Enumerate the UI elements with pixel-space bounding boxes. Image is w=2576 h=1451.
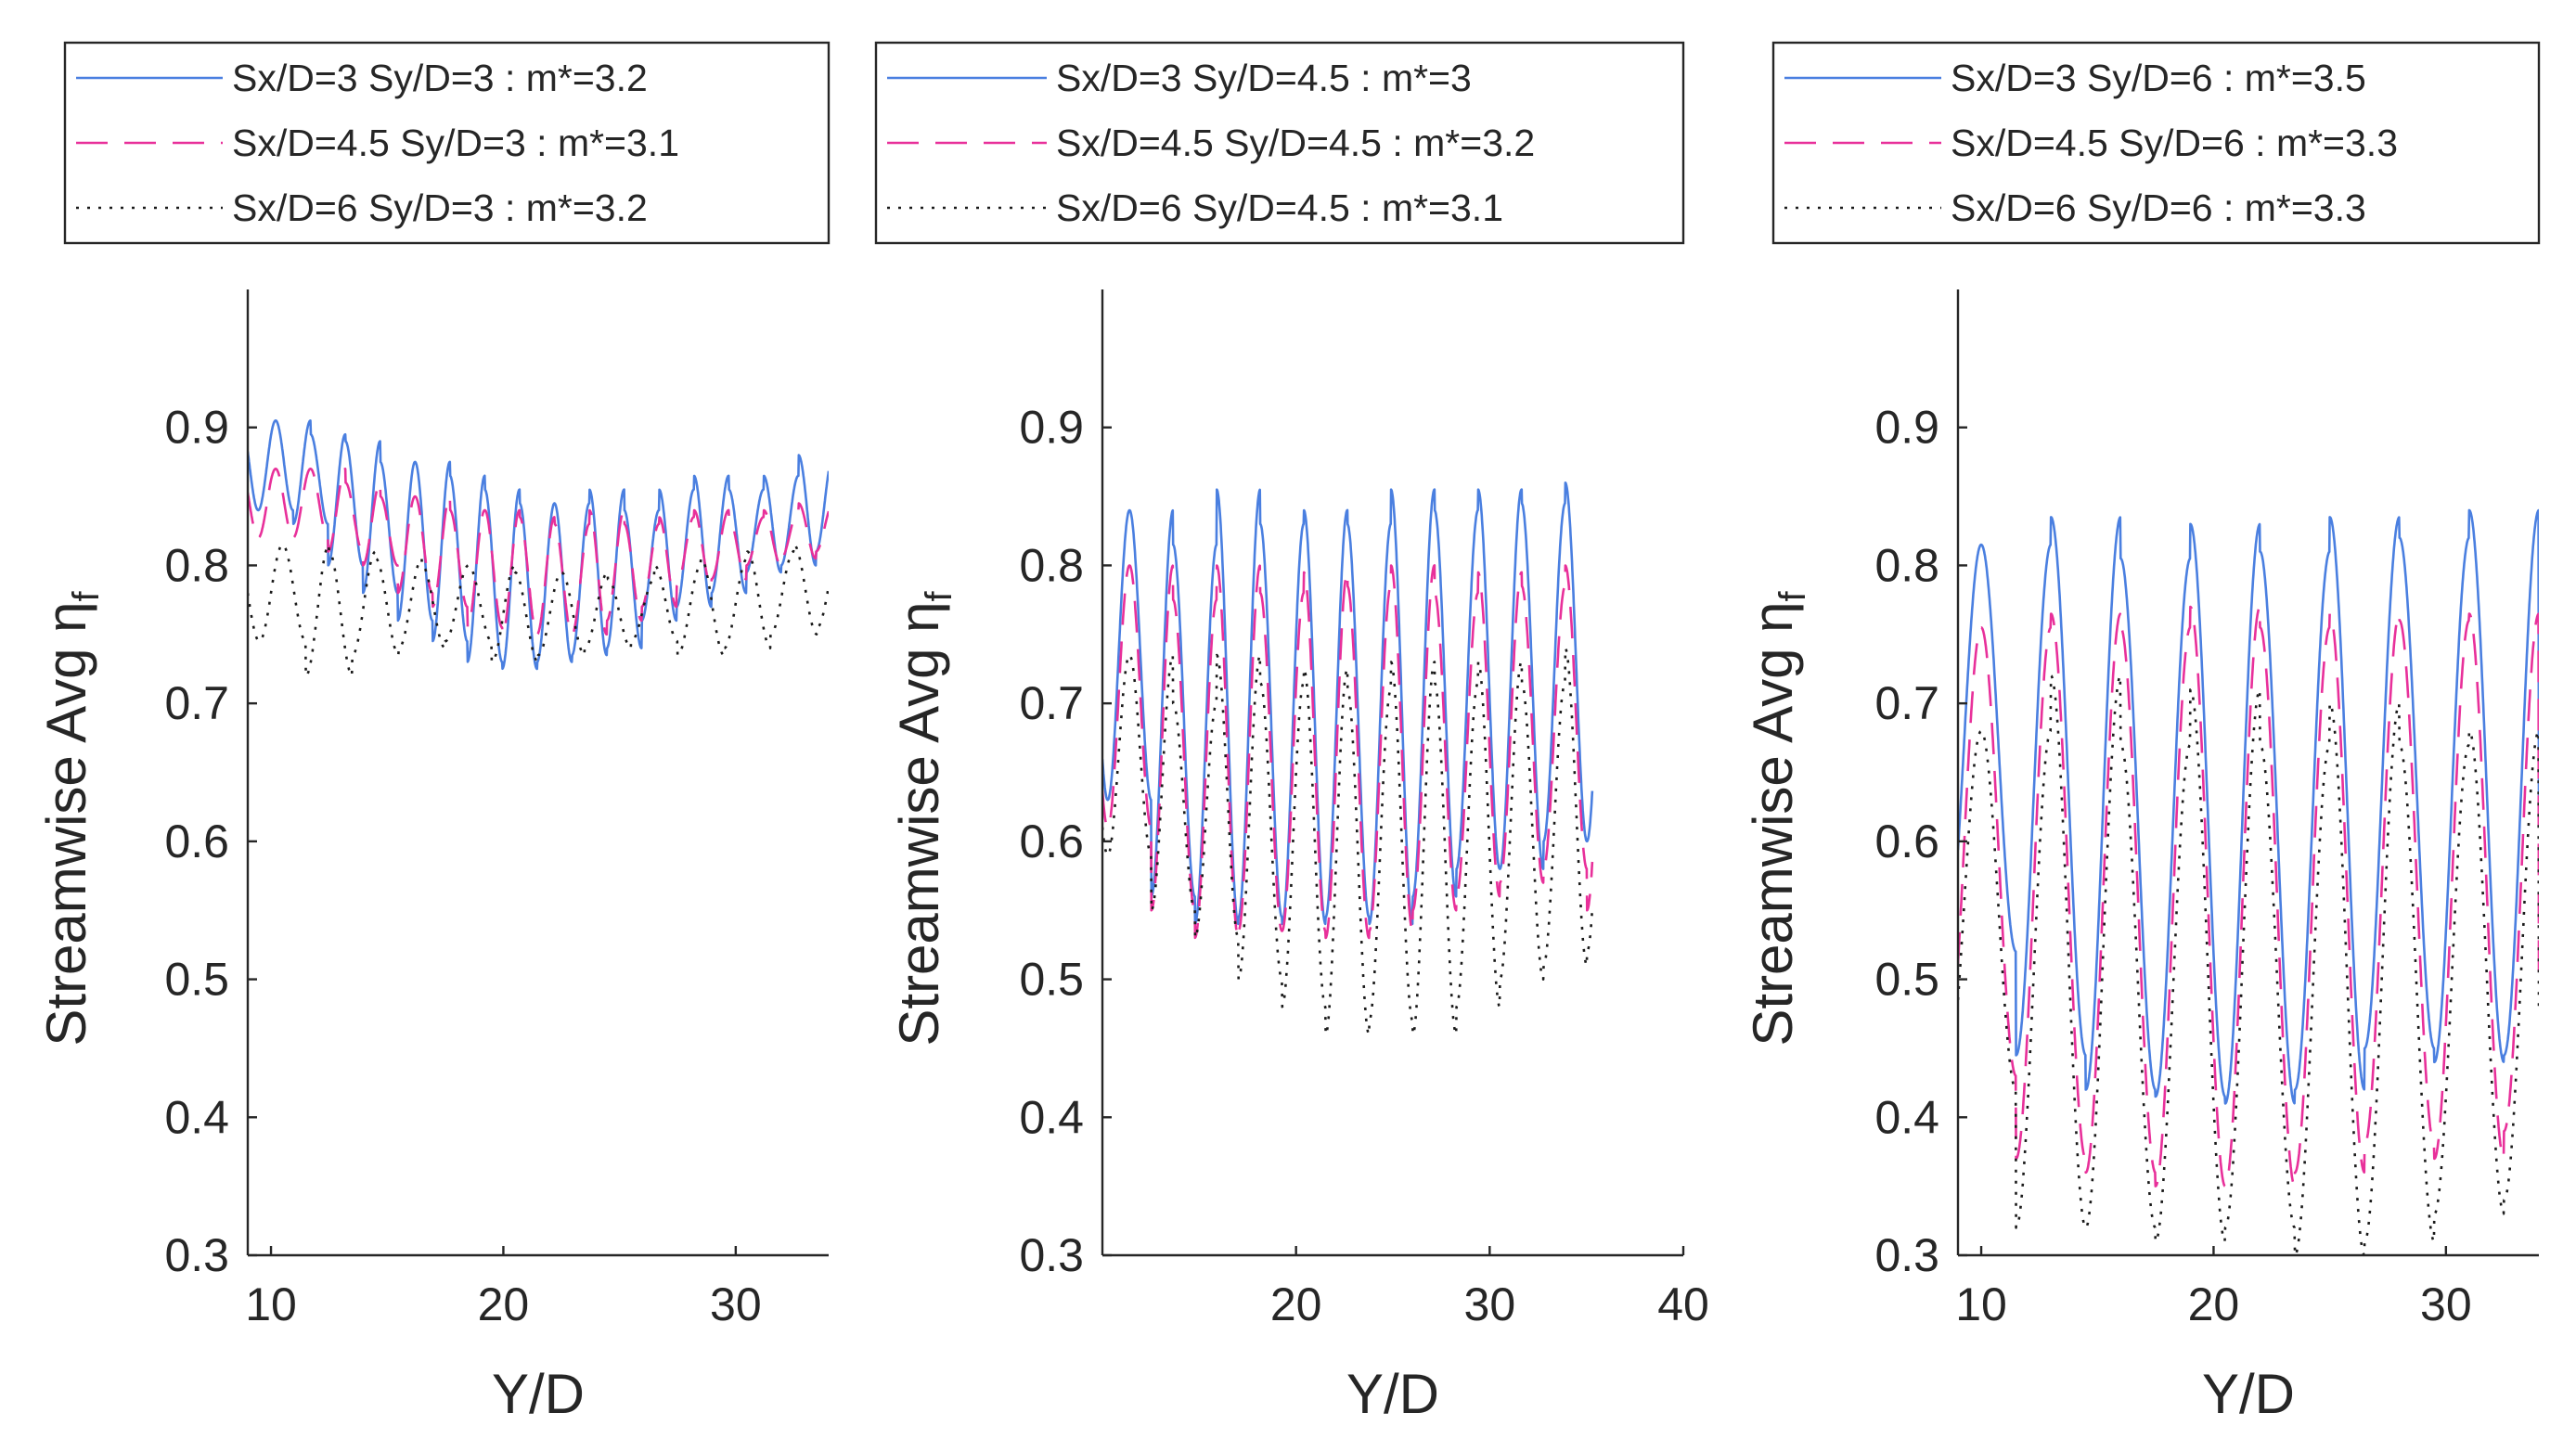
y-tick-label: 0.5 <box>1874 954 1939 1006</box>
x-tick-label: 20 <box>2188 1278 2240 1330</box>
y-tick-label: 0.6 <box>164 815 229 867</box>
y-tick-label: 0.7 <box>1874 677 1939 729</box>
x-tick-label: 10 <box>1955 1278 2007 1330</box>
y-tick-label: 0.4 <box>1874 1091 1939 1143</box>
y-tick-label: 0.3 <box>164 1229 229 1281</box>
x-tick-label: 20 <box>1270 1278 1322 1330</box>
y-tick-label: 0.7 <box>1019 677 1084 729</box>
x-tick-label: 20 <box>478 1278 530 1330</box>
y-axis-label-text: Streamwise Avg η <box>888 602 950 1047</box>
y-axis-label-subscript: f <box>1772 591 1813 602</box>
series-line-dotted <box>248 543 829 677</box>
legend-entry: Sx/D=3 Sy/D=3 : m*=3.2 <box>232 57 648 99</box>
x-axis-label: Y/D <box>2202 1363 2295 1425</box>
y-tick-label: 0.9 <box>1874 402 1939 454</box>
legend-entry: Sx/D=6 Sy/D=6 : m*=3.3 <box>1951 186 2366 229</box>
y-axis-label: Streamwise Avg ηf <box>35 591 107 1047</box>
x-tick-label: 40 <box>1657 1278 1709 1330</box>
legend-entry: Sx/D=6 Sy/D=4.5 : m*=3.1 <box>1056 186 1503 229</box>
series-line-solid <box>1958 508 2539 1105</box>
x-axis-label: Y/D <box>492 1363 585 1425</box>
legend-entry: Sx/D=3 Sy/D=6 : m*=3.5 <box>1951 57 2366 99</box>
y-tick-label: 0.8 <box>1019 539 1084 591</box>
y-axis-label-text: Streamwise Avg η <box>35 602 97 1047</box>
chart-panel-3: 0.3 0.4 0.5 0.6 0.7 0.8 0.9 10 20 30 Y/D Streamwise… <box>1742 41 2541 1425</box>
y-tick-label: 0.5 <box>1019 954 1084 1006</box>
y-tick-label: 0.8 <box>1874 539 1939 591</box>
y-tick-label: 0.3 <box>1019 1229 1084 1281</box>
x-tick-label: 30 <box>2420 1278 2472 1330</box>
legend: Sx/D=3 Sy/D=3 : m*=3.2 Sx/D=4.5 Sy/D=3 : … <box>63 41 831 245</box>
series-line-solid <box>1102 482 1594 926</box>
y-tick-label: 0.6 <box>1874 815 1939 867</box>
y-tick-label: 0.5 <box>164 954 229 1006</box>
x-tick-label: 10 <box>245 1278 297 1330</box>
y-axis-label-text: Streamwise Avg η <box>1742 602 1804 1047</box>
y-tick-label: 0.9 <box>164 402 229 454</box>
series-line-dashed <box>1958 605 2539 1188</box>
legend-entry: Sx/D=4.5 Sy/D=6 : m*=3.3 <box>1951 122 2398 164</box>
legend-entry: Sx/D=6 Sy/D=3 : m*=3.2 <box>232 186 648 229</box>
series-line-dashed <box>1102 564 1594 940</box>
y-axis-label: Streamwise Avg ηf <box>1742 591 1813 1047</box>
legend-entry: Sx/D=3 Sy/D=4.5 : m*=3 <box>1056 57 1472 99</box>
x-tick-label: 30 <box>1464 1278 1516 1330</box>
legend-box <box>63 41 831 245</box>
y-tick-label: 0.4 <box>1019 1091 1084 1143</box>
y-tick-label: 0.7 <box>164 677 229 729</box>
chart-panel-1: 0.3 0.4 0.5 0.6 0.7 0.8 0.9 10 20 30 Y/D Streamwise… <box>35 41 831 1425</box>
chart-panel-2: 0.3 0.4 0.5 0.6 0.7 0.8 0.9 20 30 40 Y/D Streamwise… <box>874 41 1709 1425</box>
x-tick-label: 30 <box>710 1278 762 1330</box>
y-axis-label: Streamwise Avg ηf <box>888 591 960 1047</box>
series-line-dotted <box>1102 647 1594 1036</box>
legend: Sx/D=3 Sy/D=6 : m*=3.5 Sx/D=4.5 Sy/D=6 : … <box>1771 41 2541 245</box>
series-line-solid <box>248 419 829 671</box>
x-axis-label: Y/D <box>1346 1363 1439 1425</box>
y-tick-label: 0.4 <box>164 1091 229 1143</box>
y-axis-label-subscript: f <box>919 591 960 602</box>
y-tick-label: 0.6 <box>1019 815 1084 867</box>
series-line-dashed <box>248 468 829 636</box>
legend-entry: Sx/D=4.5 Sy/D=3 : m*=3.1 <box>232 122 679 164</box>
legend: Sx/D=3 Sy/D=4.5 : m*=3 Sx/D=4.5 Sy/D=4.5 … <box>874 41 1685 245</box>
y-tick-label: 0.8 <box>164 539 229 591</box>
y-tick-label: 0.3 <box>1874 1229 1939 1281</box>
y-tick-label: 0.9 <box>1019 402 1084 454</box>
y-axis-label-subscript: f <box>66 591 107 602</box>
legend-entry: Sx/D=4.5 Sy/D=4.5 : m*=3.2 <box>1056 122 1535 164</box>
